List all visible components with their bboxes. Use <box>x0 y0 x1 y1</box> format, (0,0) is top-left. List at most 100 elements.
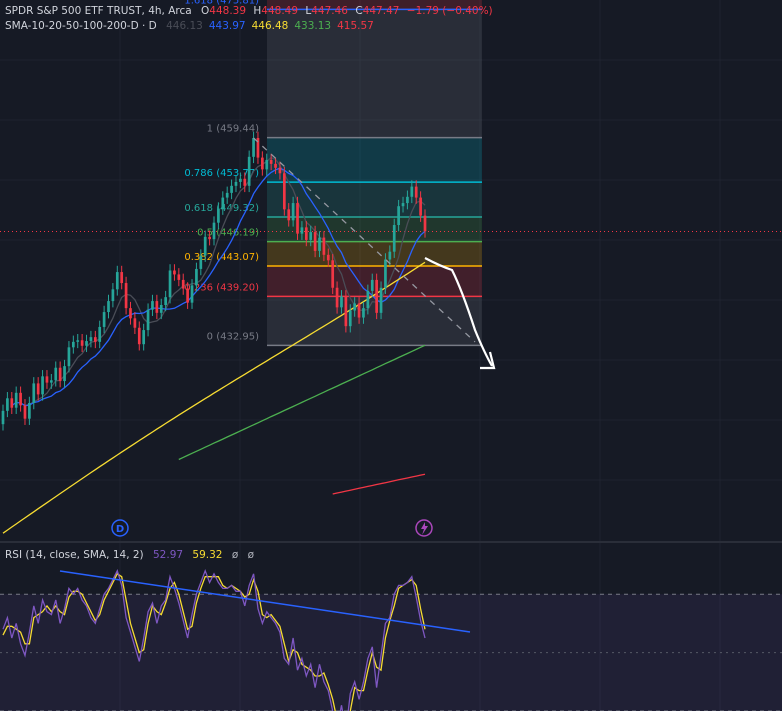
candle-body <box>199 255 203 269</box>
fib-zone-top <box>267 0 482 10</box>
close-value: 447.47 <box>362 5 400 17</box>
symbol-title[interactable]: SPDR S&P 500 ETF TRUST, 4h, Arca <box>5 5 192 17</box>
fib-level-label: 0.236 (439.20) <box>184 282 259 293</box>
candle-body <box>278 167 282 174</box>
fib-level-label: 1 (459.44) <box>207 124 259 135</box>
sma-value-4: 415.57 <box>337 20 374 32</box>
candle-body <box>195 268 198 286</box>
candle-body <box>239 178 242 182</box>
candlestick-series <box>1 131 427 431</box>
candle-body <box>344 296 348 327</box>
rsi-legend[interactable]: RSI (14, close, SMA, 14, 2) 52.97 59.32 … <box>5 548 260 562</box>
candle-body <box>164 297 167 305</box>
candle-body <box>423 215 427 232</box>
sma20-line <box>11 167 426 407</box>
low-value: 447.46 <box>311 5 348 17</box>
candle-body <box>208 236 211 240</box>
candle-body <box>304 227 308 240</box>
fib-retracement[interactable]: 1.618 (475.81) 1 (459.44) 0.786 (453.77) 0.… <box>0 0 782 347</box>
sma100-line <box>178 344 426 461</box>
lightning-icon <box>421 522 428 535</box>
sma-value-1: 443.97 <box>208 20 246 32</box>
candle-body <box>76 340 80 342</box>
candle-body <box>190 285 194 303</box>
candle-body <box>71 341 75 348</box>
candle-body <box>326 254 330 261</box>
candle-body <box>129 308 132 319</box>
rsi-sma-value: 59.32 <box>192 549 223 561</box>
rsi-value: 52.97 <box>153 549 184 561</box>
candle-body <box>252 137 255 157</box>
rsi-extra-2: ø <box>247 549 255 561</box>
close-label: C <box>355 5 363 17</box>
candle-body <box>300 227 304 234</box>
event-markers[interactable]: D <box>111 519 433 537</box>
arrow-head <box>480 351 496 370</box>
candle-body <box>124 283 128 309</box>
candle-body <box>181 279 185 289</box>
candle-body <box>410 186 414 197</box>
candle-body <box>384 259 387 288</box>
candle-body <box>357 303 361 318</box>
candle-body <box>335 287 339 308</box>
candle-body <box>14 392 18 408</box>
dividend-label: D <box>116 524 124 535</box>
candle-body <box>340 296 343 308</box>
candle-body <box>313 232 317 251</box>
trend-drawings[interactable] <box>253 137 496 370</box>
candle-body <box>32 383 36 404</box>
candle-body <box>212 222 216 240</box>
candle-body <box>6 398 9 411</box>
candle-body <box>10 398 14 408</box>
candle-body <box>261 157 264 170</box>
candle-body <box>19 392 22 406</box>
candle-body <box>256 137 260 158</box>
fib-level-label: 0.786 (453.77) <box>184 168 259 179</box>
candle-body <box>102 312 106 327</box>
candle-body <box>45 376 49 383</box>
candle-body <box>85 341 88 346</box>
candle-body <box>155 301 159 313</box>
high-value: 448.49 <box>261 5 299 17</box>
open-value: 448.39 <box>209 5 247 17</box>
candle-body <box>107 301 110 313</box>
candle-body <box>247 156 251 186</box>
candle-body <box>1 410 5 425</box>
candle-body <box>89 337 93 342</box>
fib-level-label: 1.618 (475.81) <box>184 0 259 6</box>
candle-body <box>28 403 31 419</box>
candle-body <box>67 347 71 367</box>
trend-line-dashed <box>253 137 476 343</box>
candle-body <box>406 196 409 204</box>
candle-body <box>331 260 335 288</box>
candle-body <box>234 181 238 186</box>
candle-body <box>173 270 176 275</box>
candle-body <box>269 159 273 164</box>
symbol-legend: SPDR S&P 500 ETF TRUST, 4h, Arca O448.39… <box>5 4 497 18</box>
fib-zone <box>267 137 482 183</box>
change-value: −1.79 (−0.40%) <box>406 5 493 17</box>
candle-body <box>186 288 189 303</box>
candle-body <box>146 309 150 331</box>
rsi-divergence-line <box>59 570 471 633</box>
fib-zone <box>267 9 482 138</box>
sma-value-0: 446.13 <box>166 20 203 32</box>
candle-body <box>98 326 102 342</box>
candle-body <box>168 270 172 298</box>
candle-body <box>177 274 181 280</box>
high-label: H <box>253 5 262 17</box>
rsi-pane <box>0 568 782 711</box>
candle-body <box>133 318 137 328</box>
sma-legend[interactable]: SMA-10-20-50-100-200-D · D 446.13 443.97 4… <box>5 19 380 33</box>
candle-body <box>397 206 400 226</box>
candle-body <box>93 337 97 342</box>
fib-zone <box>267 217 482 242</box>
candle-body <box>318 237 321 251</box>
candle-body <box>370 279 374 291</box>
rsi-sma-line <box>2 572 426 711</box>
fib-level-label: 0 (432.95) <box>207 331 259 342</box>
candle-body <box>41 376 44 395</box>
candle-body <box>151 301 154 310</box>
